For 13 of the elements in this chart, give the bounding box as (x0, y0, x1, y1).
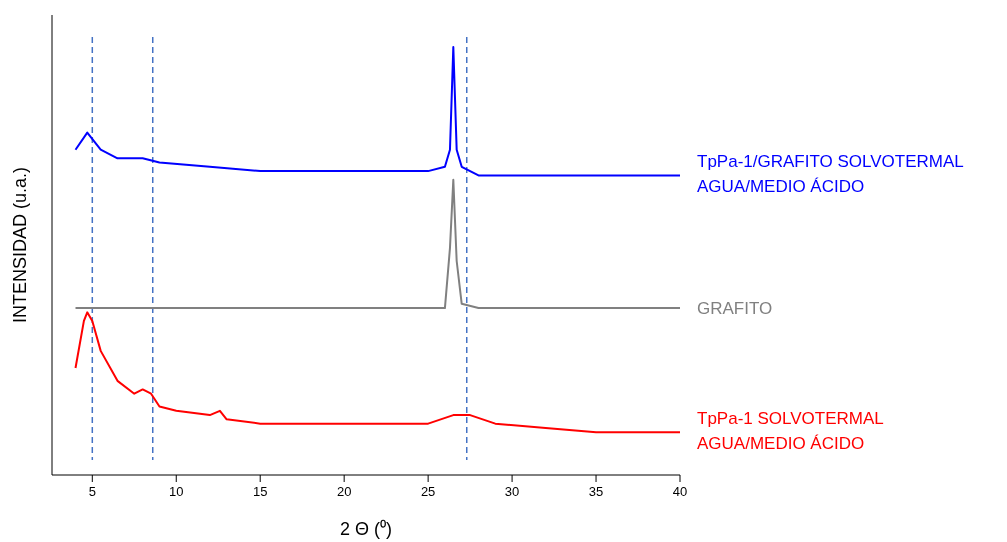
x-axis-title: 2 Θ (⁰) (339, 519, 393, 539)
series-label: TpPa-1 SOLVOTERMAL AGUA/MEDIO ÁCIDO (697, 409, 884, 454)
x-tick-label: 5 (88, 484, 96, 499)
series-label: GRAFITO (697, 299, 773, 319)
series-label: TpPa-1/GRAFITO SOLVOTERMAL AGUA/MEDIO ÁCIDO (697, 152, 964, 197)
x-tick-label: 20 (336, 484, 352, 499)
y-axis-title: INTENSIDAD (u.a.) (10, 166, 30, 324)
x-tick-label: 10 (169, 484, 184, 499)
x-tick-label: 15 (252, 484, 268, 499)
x-tick-label: 40 (672, 484, 688, 499)
x-tick-label: 35 (588, 484, 604, 499)
x-tick-label: 30 (504, 484, 520, 499)
x-tick-label: 25 (420, 484, 436, 499)
